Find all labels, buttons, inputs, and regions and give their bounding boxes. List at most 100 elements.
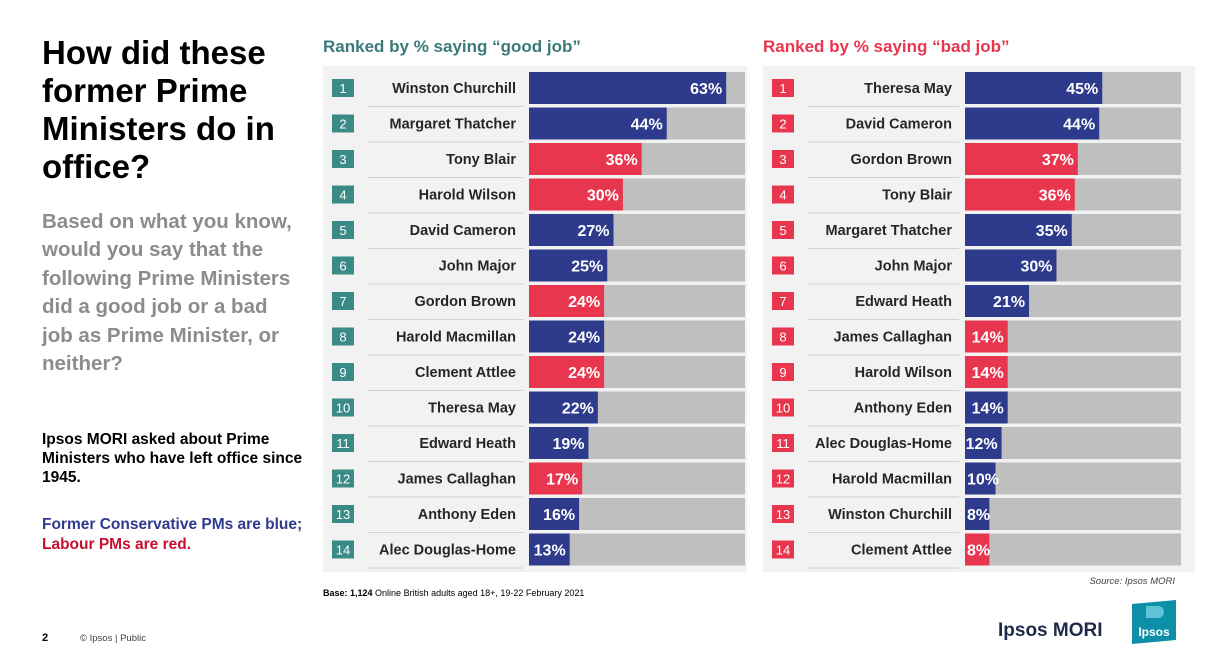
bad-job-pm-name: Clement Attlee: [851, 543, 952, 559]
good-job-bar: [529, 249, 608, 282]
bad-job-rank-number: 2: [779, 117, 786, 132]
good-job-rank-box: [332, 398, 354, 417]
bad-job-pm-name: John Major: [875, 259, 953, 275]
bad-job-rank-box: [772, 256, 794, 275]
source-note: Source: Ipsos MORI: [1089, 576, 1175, 587]
bad-job-bar-track: [965, 462, 1181, 495]
bad-job-rank-box: [772, 292, 794, 310]
bad-job-rank-number: 12: [776, 472, 790, 487]
bad-job-chart-title: Ranked by % saying “bad job”: [763, 37, 1010, 56]
ipsos-logo-icon: Ipsos: [1132, 600, 1176, 644]
good-job-pm-name: Alec Douglas-Home: [379, 543, 516, 559]
good-job-chart-title: Ranked by % saying “good job”: [323, 37, 581, 56]
good-job-rank-number: 4: [339, 188, 346, 203]
good-job-bar: [529, 72, 727, 104]
bad-job-value-label: 21%: [993, 294, 1025, 311]
bad-job-value-label: 8%: [967, 507, 990, 524]
good-job-rank-number: 1: [339, 81, 346, 96]
good-job-pm-name: Anthony Eden: [418, 507, 516, 523]
good-job-rank-box: [332, 540, 354, 559]
footer-copyright: © Ipsos | Public: [80, 633, 146, 644]
bad-job-chart: 1 Theresa May 45% 2 David Cameron 44% 3 Gordon …: [763, 66, 1195, 572]
bad-job-rank-number: 3: [779, 152, 786, 167]
bad-job-pm-name: Harold Macmillan: [832, 472, 952, 488]
bad-job-rank-number: 5: [779, 223, 786, 238]
good-job-bar: [529, 462, 583, 495]
page-number: 2: [42, 632, 49, 644]
good-job-bar: [529, 427, 589, 459]
page-title: How did these former Prime Ministers do …: [42, 34, 275, 185]
bad-job-rank-number: 13: [776, 507, 790, 522]
good-job-rank-box: [332, 256, 354, 275]
bad-job-rank-box: [772, 540, 794, 559]
bad-job-value-label: 12%: [966, 436, 998, 453]
bad-job-bar: [965, 462, 996, 495]
bad-job-rank-number: 1: [779, 81, 786, 96]
good-job-rank-box: [332, 114, 354, 133]
bad-job-rank-box: [772, 114, 794, 133]
good-job-value-label: 63%: [690, 81, 722, 98]
good-job-rank-number: 2: [339, 117, 346, 132]
bad-job-value-label: 10%: [967, 472, 999, 489]
bad-job-value-label: 45%: [1066, 81, 1098, 98]
good-job-rank-box: [332, 292, 354, 310]
good-job-bar: [529, 391, 598, 424]
good-job-rank-box: [332, 469, 354, 488]
good-job-rank-number: 13: [336, 507, 350, 522]
bad-job-pm-name: David Cameron: [846, 117, 952, 133]
good-job-value-label: 36%: [606, 152, 638, 169]
good-job-value-label: 13%: [534, 543, 566, 560]
bad-job-bar: [965, 498, 990, 530]
good-job-pm-name: Theresa May: [428, 401, 516, 417]
bad-job-rank-number: 4: [779, 188, 786, 203]
bad-job-chart-svg: 1 Theresa May 45% 2 David Cameron 44% 3 Gordon …: [772, 72, 1181, 569]
good-job-value-label: 25%: [571, 259, 603, 276]
good-job-bar: [529, 214, 614, 246]
bad-job-pm-name: James Callaghan: [834, 330, 952, 346]
bad-job-pm-name: Tony Blair: [882, 188, 952, 204]
bad-job-rank-number: 10: [776, 401, 790, 416]
bad-job-value-label: 14%: [972, 365, 1004, 382]
bad-job-bar: [965, 107, 1100, 140]
good-job-rank-box: [332, 221, 354, 239]
labour-legend-text: Labour PMs are red.: [42, 536, 192, 553]
good-job-rank-number: 10: [336, 401, 350, 416]
bad-job-rank-box: [772, 327, 794, 346]
good-job-pm-name: Harold Macmillan: [396, 330, 516, 346]
good-job-value-label: 27%: [577, 223, 609, 240]
good-job-pm-name: James Callaghan: [398, 472, 516, 488]
bad-job-bar-track: [965, 533, 1181, 566]
bad-job-pm-name: Gordon Brown: [851, 152, 953, 168]
bad-job-bar: [965, 427, 1002, 459]
good-job-bar: [529, 320, 605, 353]
bad-job-pm-name: Harold Wilson: [855, 365, 952, 381]
base-note-bold: Base: 1,124: [323, 588, 373, 598]
bad-job-bar: [965, 285, 1030, 317]
bad-job-bar: [965, 178, 1075, 211]
bad-job-value-label: 35%: [1036, 223, 1068, 240]
bad-job-rank-box: [772, 469, 794, 488]
bad-job-pm-name: Winston Churchill: [828, 507, 952, 523]
bad-job-value-label: 37%: [1042, 152, 1074, 169]
good-job-value-label: 44%: [631, 117, 663, 134]
survey-note: Ipsos MORI asked about Prime Ministers w…: [42, 431, 303, 486]
bad-job-bar: [965, 320, 1008, 353]
bad-job-rank-box: [772, 505, 794, 523]
good-job-value-label: 19%: [552, 436, 584, 453]
brand-name: Ipsos MORI: [998, 620, 1103, 641]
bad-job-pm-name: Margaret Thatcher: [825, 223, 952, 239]
bad-job-value-label: 8%: [967, 543, 990, 560]
logo-text: Ipsos: [1138, 625, 1170, 639]
survey-question: Based on what you know, would you say th…: [42, 210, 292, 376]
base-note: Base: 1,124 Online British adults aged 1…: [323, 588, 584, 598]
good-job-value-label: 24%: [568, 365, 600, 382]
bad-job-bar: [965, 249, 1057, 282]
bad-job-rank-number: 9: [779, 365, 786, 380]
good-job-bar: [529, 107, 667, 140]
bad-job-bar: [965, 72, 1103, 104]
bad-job-rank-box: [772, 185, 794, 204]
good-job-rank-number: 5: [339, 223, 346, 238]
good-job-pm-name: Harold Wilson: [419, 188, 516, 204]
good-job-chart: 1 Winston Churchill 63% 2 Margaret Thatcher 4…: [323, 66, 747, 572]
bad-job-pm-name: Anthony Eden: [854, 401, 952, 417]
